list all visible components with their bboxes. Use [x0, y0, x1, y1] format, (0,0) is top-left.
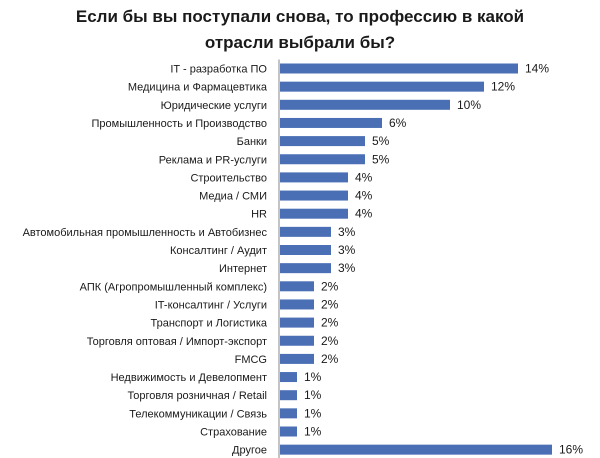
value-label: 2% — [321, 334, 339, 348]
value-label: 2% — [321, 279, 339, 293]
category-label: Транспорт и Логистика — [150, 318, 267, 330]
value-label: 10% — [457, 98, 481, 112]
bar — [280, 63, 518, 74]
category-label: Торговля оптовая / Импорт-экспорт — [87, 336, 267, 348]
chart-title: Если бы вы поступали снова, то профессию… — [0, 4, 600, 56]
bar — [280, 208, 348, 219]
chart-title-line-2: отрасли выбрали бы? — [204, 33, 396, 52]
value-label: 4% — [355, 207, 373, 221]
category-label: Интернет — [219, 263, 267, 275]
value-label: 16% — [559, 443, 583, 457]
value-label: 12% — [491, 80, 515, 94]
bar — [280, 190, 348, 201]
value-label: 2% — [321, 297, 339, 311]
value-label: 3% — [338, 243, 356, 257]
category-label: IT - разработка ПО — [170, 64, 267, 76]
value-label: 3% — [338, 261, 356, 275]
category-label: Реклама и PR-услуги — [159, 154, 267, 166]
value-label: 14% — [525, 62, 549, 76]
value-label: 4% — [355, 170, 373, 184]
value-label: 5% — [372, 134, 390, 148]
bar — [280, 317, 314, 328]
category-label: Автомобильная промышленность и Автобизне… — [23, 227, 268, 239]
bar — [280, 99, 450, 110]
category-label: Торговля розничная / Retail — [127, 390, 267, 402]
bar — [280, 408, 297, 419]
bar — [280, 136, 365, 147]
category-label: Медицина и Фармацевтика — [128, 82, 268, 94]
bar — [280, 263, 331, 274]
category-label: Банки — [237, 136, 267, 148]
bar — [280, 154, 365, 165]
value-label: 5% — [372, 152, 390, 166]
chart-marks: IT - разработка ПО 14% Медицина и Фармацев… — [23, 62, 584, 457]
chart-title-line-1: Если бы вы поступали снова, то профессию… — [75, 7, 525, 26]
category-label: Консалтинг / Аудит — [170, 245, 267, 257]
category-label: Другое — [232, 445, 267, 457]
category-label: Недвижимость и Девелопмент — [111, 372, 267, 384]
value-label: 3% — [338, 225, 356, 239]
bar — [280, 226, 331, 237]
category-label: FMCG — [235, 354, 267, 366]
bar — [280, 390, 297, 401]
bar — [280, 299, 314, 310]
category-label: HR — [251, 209, 267, 221]
bar — [280, 245, 331, 255]
bar — [280, 117, 382, 128]
bar — [280, 335, 314, 346]
category-label: Медиа / СМИ — [199, 191, 267, 203]
value-label: 1% — [304, 370, 322, 384]
bar — [280, 372, 297, 383]
value-label: 6% — [389, 116, 407, 130]
category-label: Страхование — [200, 427, 267, 439]
bar — [280, 444, 552, 455]
category-label: Строительство — [190, 172, 267, 184]
bar — [280, 353, 314, 364]
value-label: 1% — [304, 388, 322, 402]
value-label: 2% — [321, 316, 339, 330]
value-label: 4% — [355, 189, 373, 203]
bar — [280, 281, 314, 292]
value-label: 2% — [321, 352, 339, 366]
value-label: 1% — [304, 425, 322, 439]
bar — [280, 81, 484, 92]
category-label: Телекоммуникации / Связь — [129, 408, 267, 420]
bar — [280, 426, 297, 437]
category-label: АПК (Агропромышленный комплекс) — [80, 281, 267, 293]
category-label: Юридические услуги — [161, 100, 267, 112]
category-label: IT-консалтинг / Услуги — [155, 299, 267, 311]
value-label: 1% — [304, 406, 322, 420]
category-label: Промышленность и Производство — [92, 118, 267, 130]
bar — [280, 172, 348, 183]
